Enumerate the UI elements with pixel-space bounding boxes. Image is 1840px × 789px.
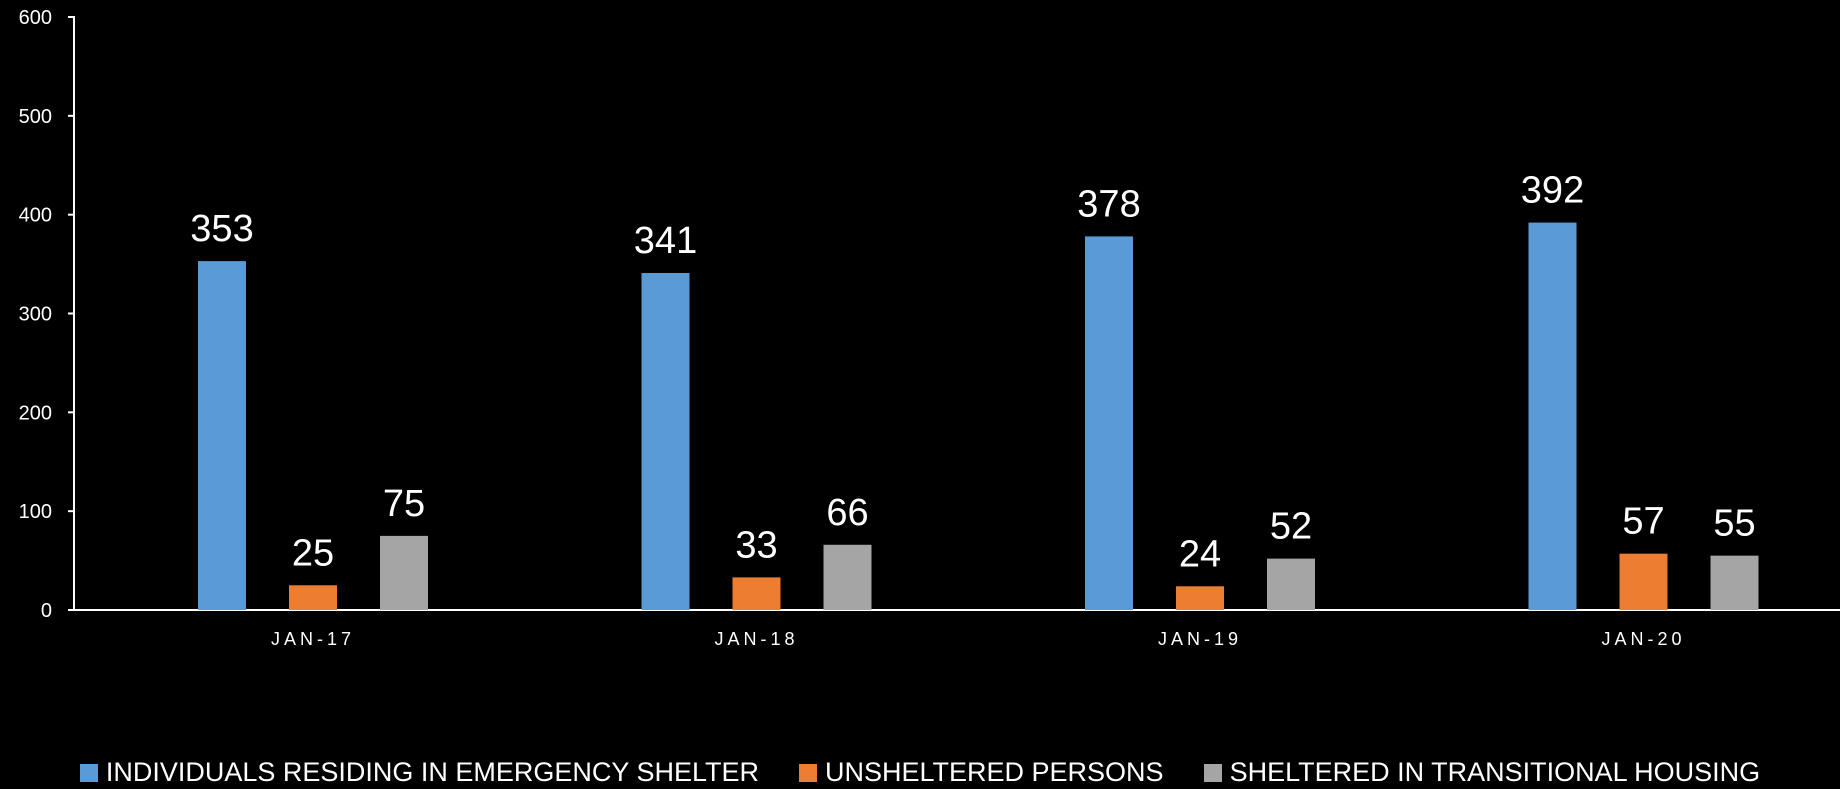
y-tick-label: 0	[41, 600, 52, 622]
data-label: 341	[634, 220, 697, 262]
bar	[380, 535, 428, 610]
data-label: 75	[383, 483, 425, 525]
data-label: 66	[826, 492, 868, 534]
bars	[198, 222, 1759, 610]
bar	[289, 585, 337, 610]
legend-swatch	[1203, 763, 1222, 782]
y-axis-ticks: 0 100 200 300 400 500 600	[19, 7, 74, 622]
data-label: 33	[735, 524, 777, 566]
data-label: 57	[1622, 501, 1664, 543]
bar	[1176, 586, 1224, 610]
category-labels: JAN-17 JAN-18 JAN-19 JAN-20	[271, 629, 1685, 649]
category-label: JAN-19	[1158, 629, 1242, 649]
legend-label: INDIVIDUALS RESIDING IN EMERGENCY SHELTE…	[105, 757, 759, 787]
bar	[823, 544, 872, 610]
legend-item: INDIVIDUALS RESIDING IN EMERGENCY SHELTE…	[79, 757, 759, 788]
legend-label: SHELTERED IN TRANSITIONAL HOUSING	[1229, 757, 1761, 787]
data-label: 55	[1713, 503, 1755, 545]
bar	[1619, 553, 1668, 610]
data-label: 24	[1179, 533, 1221, 575]
legend-swatch	[798, 763, 817, 782]
y-tick-label: 100	[19, 501, 52, 523]
legend-item: UNSHELTERED PERSONS	[798, 757, 1164, 788]
bar	[1710, 555, 1759, 610]
y-tick-label: 300	[19, 304, 52, 326]
bar	[198, 261, 246, 610]
bar	[1528, 222, 1577, 610]
legend: INDIVIDUALS RESIDING IN EMERGENCY SHELTE…	[0, 756, 1840, 789]
y-tick-label: 600	[19, 7, 52, 29]
bar	[641, 272, 690, 610]
bar	[732, 577, 781, 610]
data-label: 25	[292, 532, 334, 574]
legend-swatch	[79, 763, 98, 782]
data-labels: 353 25 75 341 33 66 378 24 52 392 57 55	[190, 170, 1755, 576]
data-label: 52	[1270, 506, 1312, 548]
category-label: JAN-20	[1601, 629, 1685, 649]
y-tick-label: 400	[19, 205, 52, 227]
bar	[1085, 236, 1133, 610]
legend-item: SHELTERED IN TRANSITIONAL HOUSING	[1203, 757, 1761, 788]
y-tick-label: 200	[19, 402, 52, 424]
bar	[1267, 558, 1315, 610]
category-label: JAN-17	[271, 629, 355, 649]
data-label: 392	[1521, 170, 1584, 212]
category-label: JAN-18	[714, 629, 798, 649]
legend-label: UNSHELTERED PERSONS	[824, 757, 1164, 787]
y-tick-label: 500	[19, 106, 52, 128]
data-label: 353	[190, 208, 253, 250]
data-label: 378	[1077, 183, 1140, 225]
